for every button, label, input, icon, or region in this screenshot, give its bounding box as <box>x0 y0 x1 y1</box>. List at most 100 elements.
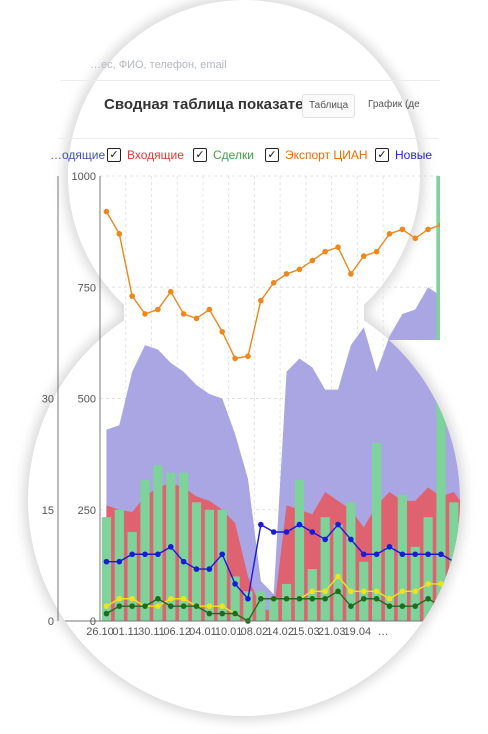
x-axis-tick-label: 01.11 <box>112 626 139 638</box>
yellow-line-point <box>386 595 393 602</box>
checkbox-checked-icon[interactable]: ✓ <box>265 148 279 162</box>
yellow-line-point <box>155 603 161 609</box>
cian-export-line-point <box>180 311 187 317</box>
cian-export-line-point <box>296 266 303 273</box>
dark-green-line-point <box>451 603 457 609</box>
new-line-point <box>309 529 316 535</box>
checkbox-checked-icon[interactable]: ✓ <box>107 148 121 162</box>
cian-export-line-point <box>270 280 277 286</box>
cian-export-line-point <box>451 222 457 228</box>
new-line-point <box>103 558 110 565</box>
deals-bar <box>384 546 395 621</box>
cian-export-line-point <box>129 293 135 299</box>
new-line-point <box>219 551 226 558</box>
checkbox-checked-icon[interactable]: ✓ <box>193 148 207 162</box>
dark-green-line-point <box>142 603 148 609</box>
cian-export-line-point <box>322 248 328 255</box>
deals-bar <box>230 576 240 621</box>
new-line-point <box>258 521 264 528</box>
new-line-point <box>360 551 367 558</box>
legend-label: Сделки <box>213 148 254 162</box>
dark-green-line-point <box>438 603 444 609</box>
new-line-point <box>438 551 444 558</box>
dark-green-line-point <box>206 610 213 617</box>
search-input[interactable]: …ес, ФИО, телефон, email <box>90 59 227 71</box>
cian-export-line-point <box>373 248 380 255</box>
dark-green-line-point <box>412 603 419 609</box>
dark-green-line-point <box>322 595 328 602</box>
deals-bar <box>475 428 484 621</box>
new-line-point <box>270 529 277 535</box>
dark-green-line-point <box>219 610 226 617</box>
new-line-point <box>142 551 148 558</box>
deals-bar <box>191 502 202 621</box>
cian-export-line-point <box>335 244 341 250</box>
deals-bar <box>372 443 382 621</box>
yellow-line-point <box>399 588 406 595</box>
x-axis-tick-label: 21.03 <box>318 626 346 638</box>
cian-export-line-point <box>283 271 290 277</box>
deals-bar <box>307 569 317 621</box>
cian-export-line-point <box>258 297 264 304</box>
yellow-line-point <box>322 588 328 595</box>
dark-green-line-point <box>129 603 135 609</box>
yellow-line-point <box>219 603 226 609</box>
deals-bar <box>423 517 433 621</box>
yellow-line-point <box>116 595 123 602</box>
x-axis-tick-label: 04.01 <box>189 626 217 638</box>
cian-export-line-point <box>116 231 123 237</box>
dark-green-line-point <box>360 595 367 602</box>
legend-label: Экспорт ЦИАН <box>285 148 368 162</box>
deals-bar <box>153 465 163 621</box>
yellow-line-point <box>464 596 470 602</box>
deals-bar <box>204 509 214 621</box>
left-axis-tick-label: 30 <box>42 394 54 406</box>
cian-export-line-point <box>103 208 110 215</box>
deals-bar <box>410 546 420 621</box>
cian-export-line-point <box>142 311 148 317</box>
new-line-point <box>399 551 406 558</box>
tab-chart[interactable]: График (де <box>368 99 420 110</box>
deals-bar <box>333 524 343 621</box>
deals-bar <box>397 494 407 621</box>
cian-export-line-point <box>206 306 213 313</box>
cian-export-line-point <box>219 328 226 335</box>
dark-green-line-point <box>348 603 354 609</box>
new-line-point <box>451 558 457 565</box>
cian-export-line-point <box>155 306 161 313</box>
search-bar[interactable]: …ес, ФИО, телефон, email <box>60 50 440 81</box>
cian-export-line-point <box>412 235 419 242</box>
deals-bar <box>217 509 227 621</box>
cian-export-line-point <box>193 315 200 322</box>
deals-bar <box>114 509 124 621</box>
x-axis-tick-label: 19.04 <box>344 626 372 638</box>
left-axis-tick-label: 15 <box>42 505 54 517</box>
dark-green-line-point <box>155 595 161 602</box>
dark-green-line-point <box>193 603 200 609</box>
dark-green-line-point <box>232 610 238 617</box>
yellow-line-point <box>477 589 483 595</box>
cian-export-line-point <box>232 355 238 362</box>
new-line-point <box>425 551 431 558</box>
deals-bar <box>127 532 137 621</box>
dark-green-line-point <box>167 603 174 609</box>
new-line-point <box>348 536 354 543</box>
deals-bar <box>346 502 356 621</box>
dark-green-line-point <box>477 603 483 609</box>
x-axis-tick-label: … <box>378 626 389 638</box>
yellow-line-point <box>412 588 419 595</box>
yellow-line-point <box>425 581 431 587</box>
deals-bar <box>294 480 305 621</box>
x-axis-tick-label: 30.11 <box>138 626 165 638</box>
yellow-line-point <box>438 581 444 587</box>
tab-table[interactable]: Таблица <box>302 94 356 118</box>
new-line-point <box>129 551 135 558</box>
dark-green-line-point <box>335 588 341 595</box>
yellow-line-point <box>309 588 316 595</box>
checkbox-checked-icon[interactable]: ✓ <box>375 148 389 162</box>
cian-export-line-point <box>464 231 470 237</box>
new-line-point <box>193 566 200 572</box>
new-line-point <box>155 551 161 558</box>
